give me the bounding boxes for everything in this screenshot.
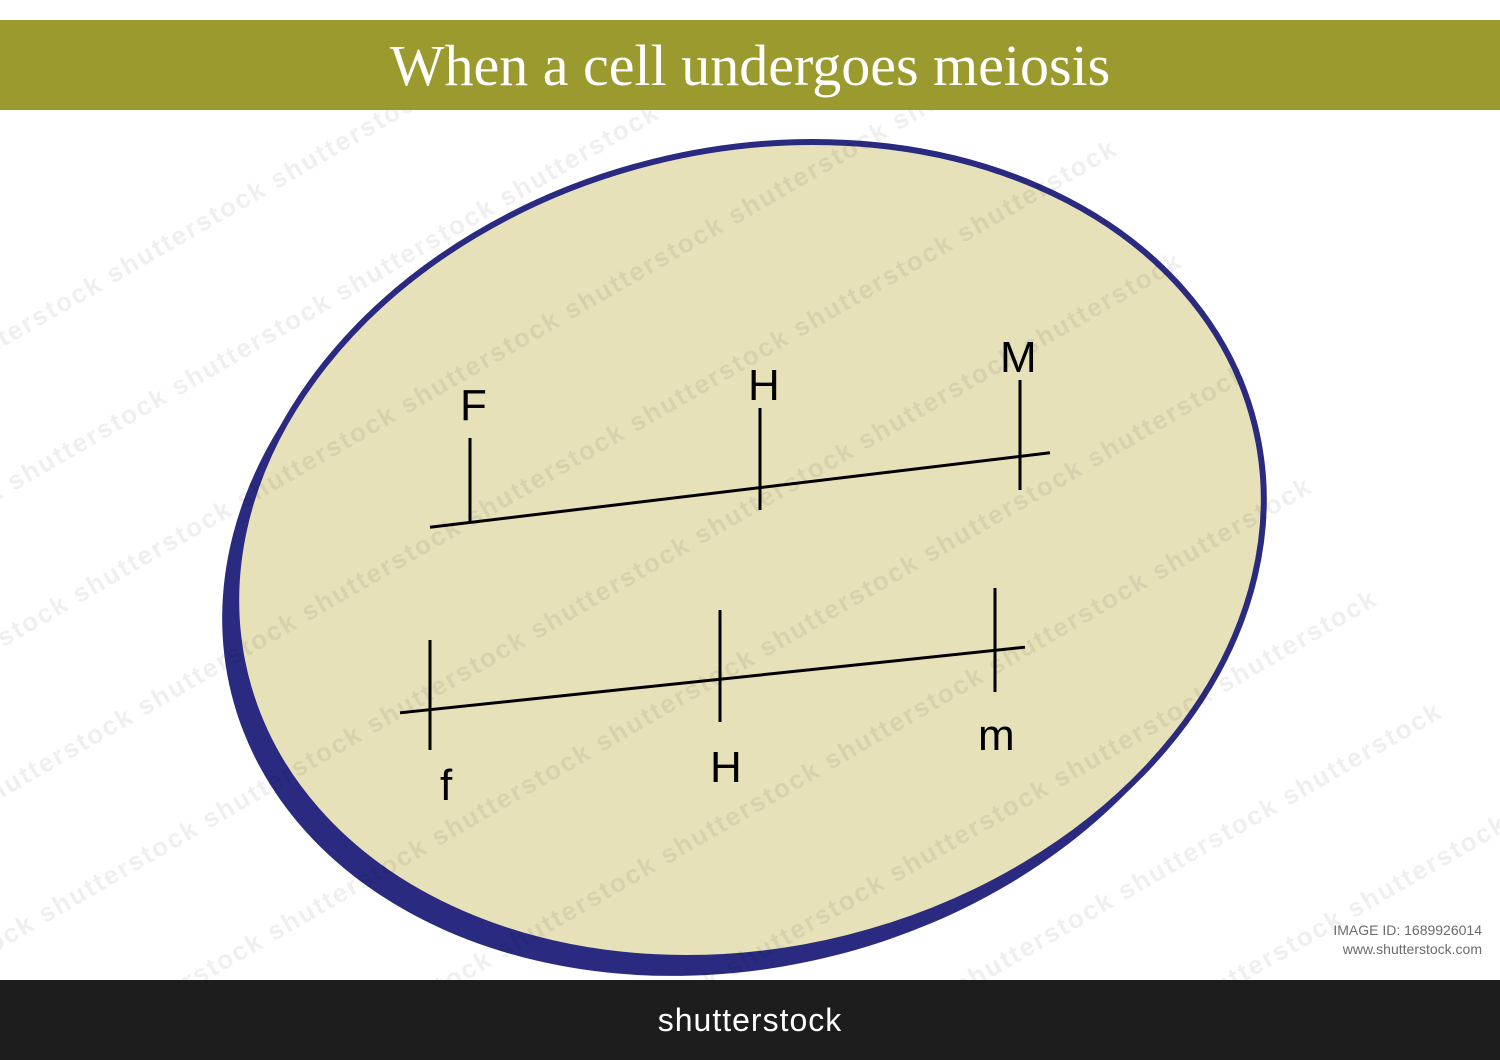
image-meta: IMAGE ID: 1689926014 www.shutterstock.co… (1333, 921, 1482, 960)
diagram-canvas: F H Mf Hm (0, 110, 1500, 980)
locus-label: m (978, 711, 1015, 760)
locus-label: F (460, 381, 487, 430)
cell-disc (131, 110, 1354, 980)
image-id-text: IMAGE ID: 1689926014 (1333, 921, 1482, 941)
footer-text: shutterstock (658, 1002, 843, 1039)
title-bar: When a cell undergoes meiosis (0, 20, 1500, 110)
footer-bar: shutterstock (0, 980, 1500, 1060)
locus-label: H (710, 743, 742, 792)
locus-label: H (748, 361, 780, 410)
image-source-text: www.shutterstock.com (1333, 940, 1482, 960)
locus-label: M (1000, 333, 1037, 382)
locus-label: f (440, 761, 453, 810)
title-text: When a cell undergoes meiosis (390, 32, 1111, 99)
